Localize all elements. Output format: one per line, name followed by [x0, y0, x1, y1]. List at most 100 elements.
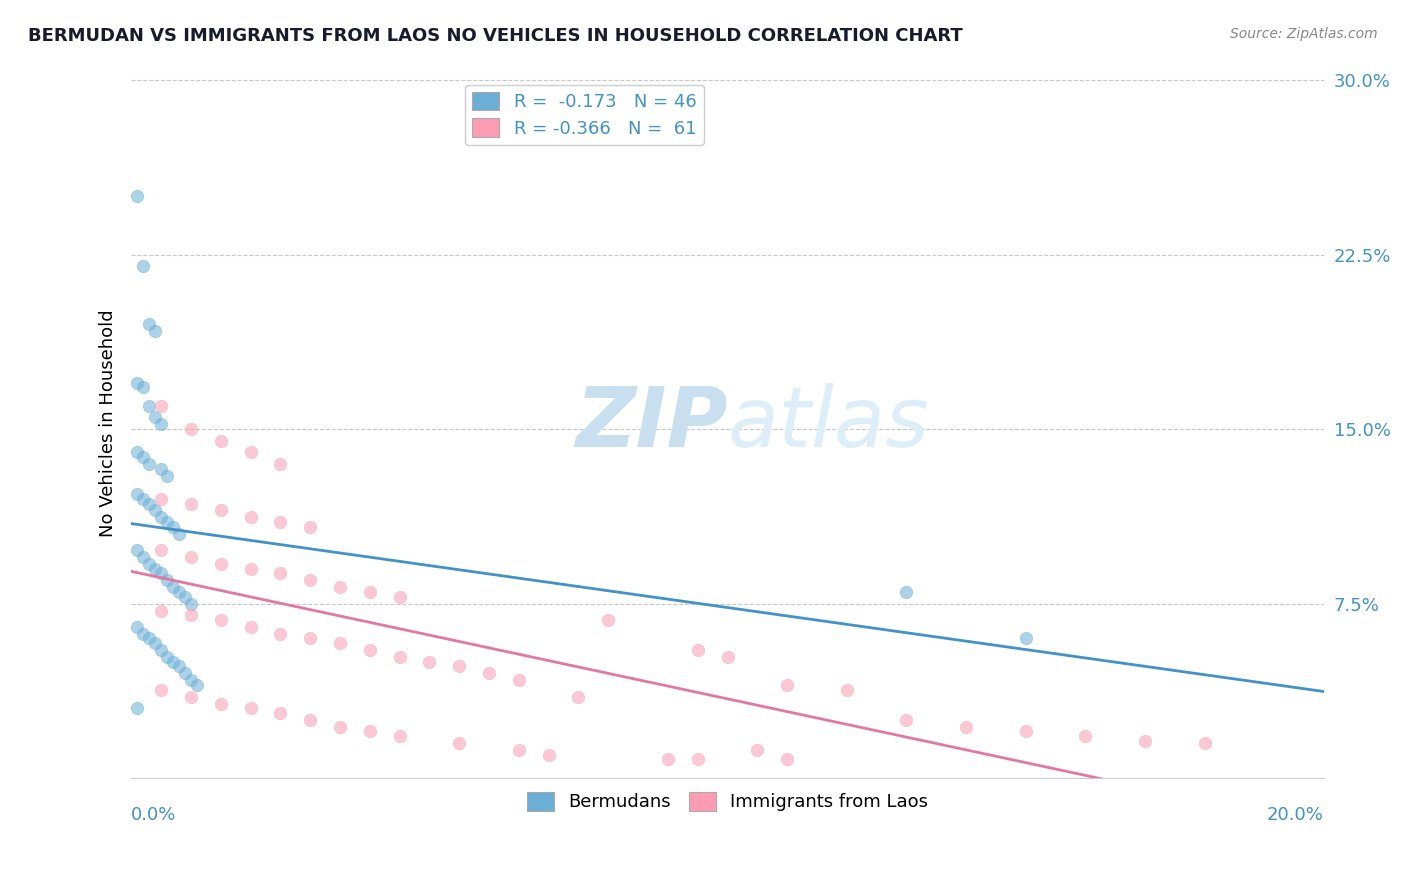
Point: [686, 752, 709, 766]
Point: [418, 655, 440, 669]
Point: [127, 487, 149, 501]
Point: [508, 673, 530, 688]
Point: [388, 650, 411, 665]
Point: [167, 585, 190, 599]
Point: [150, 399, 173, 413]
Point: [269, 457, 291, 471]
Point: [1133, 733, 1156, 747]
Point: [138, 557, 160, 571]
Text: 0.0%: 0.0%: [131, 806, 177, 824]
Point: [167, 659, 190, 673]
Point: [156, 468, 179, 483]
Point: [180, 597, 202, 611]
Point: [132, 380, 155, 394]
Point: [143, 325, 166, 339]
Point: [138, 399, 160, 413]
Point: [180, 422, 202, 436]
Point: [747, 743, 769, 757]
Point: [657, 752, 679, 766]
Point: [143, 636, 166, 650]
Point: [167, 526, 190, 541]
Point: [127, 543, 149, 558]
Point: [127, 701, 149, 715]
Point: [567, 690, 589, 704]
Point: [174, 666, 197, 681]
Point: [955, 720, 977, 734]
Point: [180, 608, 202, 623]
Point: [127, 376, 149, 390]
Text: 20.0%: 20.0%: [1267, 806, 1324, 824]
Point: [180, 690, 202, 704]
Point: [449, 736, 471, 750]
Point: [299, 632, 322, 646]
Y-axis label: No Vehicles in Household: No Vehicles in Household: [100, 310, 117, 537]
Point: [269, 515, 291, 529]
Point: [150, 491, 173, 506]
Point: [299, 520, 322, 534]
Point: [150, 566, 173, 581]
Point: [132, 549, 155, 564]
Point: [150, 643, 173, 657]
Point: [150, 682, 173, 697]
Point: [239, 701, 262, 715]
Point: [776, 752, 799, 766]
Point: [896, 585, 918, 599]
Point: [138, 318, 160, 332]
Point: [143, 410, 166, 425]
Point: [1015, 724, 1038, 739]
Point: [359, 643, 381, 657]
Point: [174, 590, 197, 604]
Point: [388, 729, 411, 743]
Text: atlas: atlas: [727, 383, 929, 464]
Point: [388, 590, 411, 604]
Point: [180, 496, 202, 510]
Point: [239, 510, 262, 524]
Point: [1015, 632, 1038, 646]
Point: [132, 450, 155, 464]
Text: BERMUDAN VS IMMIGRANTS FROM LAOS NO VEHICLES IN HOUSEHOLD CORRELATION CHART: BERMUDAN VS IMMIGRANTS FROM LAOS NO VEHI…: [28, 27, 963, 45]
Point: [209, 434, 232, 448]
Point: [150, 543, 173, 558]
Point: [209, 557, 232, 571]
Point: [329, 636, 352, 650]
Point: [299, 574, 322, 588]
Point: [716, 650, 738, 665]
Point: [156, 574, 179, 588]
Point: [329, 720, 352, 734]
Point: [143, 561, 166, 575]
Point: [162, 580, 184, 594]
Text: ZIP: ZIP: [575, 383, 727, 464]
Point: [537, 747, 560, 762]
Point: [127, 620, 149, 634]
Point: [186, 678, 208, 692]
Point: [150, 461, 173, 475]
Point: [162, 655, 184, 669]
Point: [329, 580, 352, 594]
Point: [150, 603, 173, 617]
Point: [359, 585, 381, 599]
Text: Source: ZipAtlas.com: Source: ZipAtlas.com: [1230, 27, 1378, 41]
Point: [209, 697, 232, 711]
Point: [1074, 729, 1097, 743]
Point: [138, 496, 160, 510]
Point: [162, 520, 184, 534]
Point: [132, 491, 155, 506]
Point: [127, 445, 149, 459]
Point: [269, 706, 291, 720]
Point: [776, 678, 799, 692]
Point: [269, 566, 291, 581]
Point: [299, 713, 322, 727]
Point: [156, 515, 179, 529]
Point: [1194, 736, 1216, 750]
Point: [180, 673, 202, 688]
Point: [127, 189, 149, 203]
Point: [209, 613, 232, 627]
Point: [239, 620, 262, 634]
Point: [686, 643, 709, 657]
Point: [449, 659, 471, 673]
Point: [508, 743, 530, 757]
Legend: Bermudans, Immigrants from Laos: Bermudans, Immigrants from Laos: [519, 785, 935, 819]
Point: [150, 510, 173, 524]
Point: [138, 632, 160, 646]
Point: [156, 650, 179, 665]
